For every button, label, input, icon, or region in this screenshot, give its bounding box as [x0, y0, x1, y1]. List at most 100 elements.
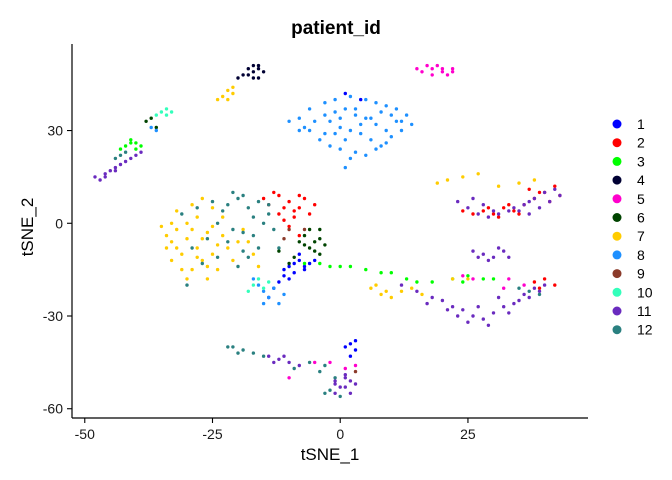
data-point — [231, 190, 235, 195]
data-point — [231, 227, 235, 232]
data-point — [185, 221, 189, 225]
legend-marker — [612, 306, 622, 316]
data-point — [256, 63, 261, 68]
data-point — [205, 277, 210, 281]
data-point — [384, 289, 388, 293]
data-point — [507, 203, 511, 207]
data-point — [450, 277, 455, 281]
legend-label: 10 — [637, 284, 653, 300]
data-point — [236, 196, 240, 201]
data-point — [456, 314, 460, 318]
data-point — [241, 73, 245, 77]
data-point — [440, 70, 445, 74]
data-point — [512, 301, 516, 306]
data-point — [215, 221, 220, 225]
legend-label: 2 — [637, 135, 645, 151]
data-point — [517, 286, 521, 290]
data-point — [425, 63, 429, 68]
data-point — [246, 255, 250, 259]
legend-label: 5 — [637, 191, 645, 207]
data-point — [118, 147, 123, 151]
data-point — [256, 277, 261, 281]
data-point — [129, 138, 133, 142]
data-point — [118, 153, 123, 157]
data-point — [272, 227, 276, 232]
data-point — [338, 264, 342, 269]
data-point — [261, 221, 266, 225]
data-point — [169, 240, 174, 244]
data-point — [333, 110, 337, 114]
data-point — [313, 119, 317, 124]
data-point — [430, 67, 434, 71]
data-point — [277, 246, 281, 250]
data-point — [507, 277, 511, 281]
series-6-points — [144, 116, 327, 266]
data-point — [231, 258, 235, 263]
data-point — [210, 206, 215, 210]
data-point — [302, 261, 307, 266]
data-point — [343, 373, 347, 377]
data-point — [353, 363, 358, 368]
data-point — [190, 227, 194, 232]
y-tick-label: -30 — [43, 308, 63, 324]
data-point — [251, 76, 256, 80]
data-point — [471, 196, 475, 201]
legend-item-3: 3 — [612, 153, 645, 169]
data-point — [185, 277, 189, 281]
data-point — [343, 376, 347, 380]
legend-item-9: 9 — [612, 266, 645, 282]
data-point — [532, 286, 537, 290]
data-point — [496, 212, 501, 216]
data-point — [481, 317, 485, 321]
data-point — [236, 76, 240, 80]
data-point — [527, 212, 531, 216]
data-point — [420, 70, 424, 74]
data-point — [343, 345, 347, 349]
data-point — [251, 70, 256, 74]
data-point — [496, 215, 501, 219]
data-point — [471, 212, 475, 216]
legend-marker — [612, 231, 622, 241]
data-point — [348, 264, 353, 269]
data-point — [348, 379, 353, 383]
data-point — [445, 308, 450, 312]
data-point — [318, 237, 322, 241]
data-point — [123, 144, 128, 148]
data-point — [374, 283, 378, 287]
data-point — [512, 209, 516, 213]
scatter-points-layer — [93, 63, 562, 399]
data-point — [364, 97, 368, 102]
data-point — [323, 363, 327, 368]
data-point — [435, 63, 439, 68]
data-point — [343, 165, 347, 170]
data-point — [236, 351, 240, 355]
data-point — [318, 138, 322, 142]
data-point — [481, 252, 485, 256]
data-point — [226, 246, 230, 250]
data-point — [221, 209, 225, 213]
data-point — [93, 175, 97, 179]
data-point — [313, 203, 317, 207]
data-point — [328, 119, 332, 124]
data-point — [471, 314, 475, 318]
data-point — [277, 212, 281, 216]
data-point — [113, 165, 118, 170]
data-point — [466, 206, 470, 210]
data-point — [369, 138, 373, 142]
data-point — [307, 360, 312, 365]
data-point — [164, 246, 169, 250]
data-point — [379, 292, 383, 297]
data-point — [537, 206, 542, 210]
data-point — [491, 311, 496, 315]
data-point — [282, 267, 286, 272]
data-point — [261, 70, 266, 74]
legend-item-8: 8 — [612, 247, 645, 263]
data-point — [272, 190, 276, 195]
data-point — [491, 209, 496, 213]
data-point — [251, 215, 256, 219]
data-point — [180, 267, 184, 272]
data-point — [318, 369, 322, 374]
data-point — [415, 289, 419, 293]
data-point — [134, 147, 138, 151]
data-point — [282, 206, 286, 210]
